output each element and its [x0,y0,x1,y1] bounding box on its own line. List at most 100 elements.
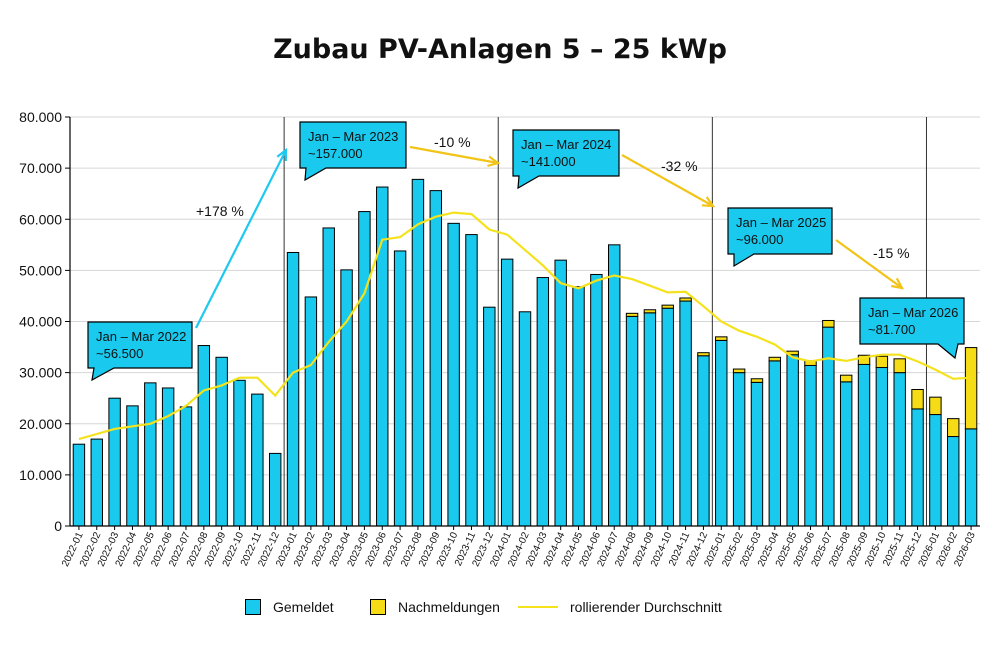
bar-gemeldet [536,277,550,527]
arrow-head [487,155,501,167]
bar-gemeldet [786,354,799,527]
y-tick-label: 20.000 [19,416,62,432]
callout-value: ~157.000 [308,146,363,161]
bar-gemeldet [447,222,460,527]
change-label: -10 % [434,134,471,150]
bar-gemeldet [393,250,407,527]
bar-gemeldet [268,452,282,527]
callout-label: Jan – Mar 2026 [868,305,958,320]
bar-nachmeldungen [839,374,853,383]
bar-gemeldet [144,382,157,527]
bar-gemeldet [197,345,211,527]
bar-gemeldet [804,364,817,527]
bar-gemeldet [340,269,353,527]
y-tick-label: 80.000 [19,109,62,125]
bar-gemeldet [358,211,371,527]
bar-nachmeldungen [732,368,746,374]
bar-gemeldet [108,397,121,527]
bar-gemeldet [643,312,657,527]
bar-nachmeldungen [947,418,960,438]
bar-gemeldet [233,379,246,527]
bar-nachmeldungen [857,354,871,365]
callout-box [87,321,193,382]
bar-gemeldet [429,190,442,527]
bars [72,178,978,527]
bar-gemeldet [911,408,924,527]
bar-gemeldet [964,428,978,527]
y-tick-label: 50.000 [19,262,62,278]
change-label: -32 % [661,158,698,174]
callout-2: Jan – Mar 2024 ~141.000 [512,129,620,190]
bar-nachmeldungen [875,355,889,369]
bar-nachmeldungen [697,352,710,357]
bar-gemeldet [608,244,621,527]
bar-gemeldet [126,405,139,527]
callout-box [299,121,407,182]
bar-nachmeldungen [715,336,728,341]
bar-gemeldet [875,367,889,527]
bar-gemeldet [857,363,871,527]
change-arrow-3: -15 % [835,239,910,290]
change-arrow-2: -32 % [621,154,716,208]
arrow-line [835,239,903,289]
legend-label-gemeldet: Gemeldet [273,599,334,615]
bar-nachmeldungen [929,396,942,416]
axes: 0 10.000 20.000 30.000 40.000 50.000 60.000 70.… [19,109,980,569]
arrow-line [195,149,287,329]
bar-nachmeldungen [822,319,835,328]
bar-gemeldet [518,311,532,527]
bar-nachmeldungen [679,297,692,302]
rolling-average [78,211,972,441]
bar-gemeldet [661,307,674,527]
bar-nachmeldungen [625,312,639,317]
legend-item-nachmeldungen[interactable]: Nachmeldungen [370,594,500,620]
callout-box [727,207,833,268]
bar-gemeldet [715,339,728,527]
bar-gemeldet [572,286,585,527]
bar-nachmeldungen [750,378,764,383]
bar-gemeldet [161,387,175,527]
y-tick-label: 70.000 [19,160,62,176]
bar-gemeldet [179,406,193,527]
bar-gemeldet [500,258,514,527]
legend-item-gemeldet[interactable]: Gemeldet [245,594,334,620]
bar-gemeldet [465,234,478,527]
bar-gemeldet [839,381,853,527]
bar-nachmeldungen [893,358,906,374]
arrow-head [276,147,288,162]
arrow-line [621,154,714,207]
bar-gemeldet [822,326,835,527]
rolling-average-line [78,211,972,441]
bar-gemeldet [679,300,692,527]
bar-gemeldet [947,436,960,527]
arrow-head [890,277,905,290]
bar-gemeldet [483,306,496,527]
callout-value: ~141.000 [521,154,576,169]
y-tick-label: 10.000 [19,467,62,483]
bar-gemeldet [768,360,782,527]
bar-nachmeldungen [661,304,674,309]
callout-label: Jan – Mar 2025 [736,215,826,230]
legend-swatch-gemeldet [245,599,261,615]
change-arrow-1: -10 % [409,134,501,167]
legend-item-rolling[interactable]: rollierender Durchschnitt [518,594,722,620]
bar-gemeldet [929,414,942,527]
change-label: -15 % [873,245,910,261]
callout-label: Jan – Mar 2022 [96,329,186,344]
y-tick-label: 30.000 [19,365,62,381]
arrow-line [409,145,499,165]
change-label: +178 % [196,203,244,219]
bar-gemeldet [625,315,639,527]
bar-gemeldet [322,227,335,527]
callout-label: Jan – Mar 2024 [521,137,611,152]
chart-area: 0 10.000 20.000 30.000 40.000 50.000 60.000 70.… [19,109,980,569]
bar-nachmeldungen [964,347,978,430]
bar-gemeldet [697,355,710,527]
bar-nachmeldungen [911,388,924,410]
bar-gemeldet [590,273,603,527]
bar-gemeldet [554,259,567,527]
bar-gemeldet [304,296,318,527]
bar-nachmeldungen [643,309,657,314]
bar-gemeldet [893,372,906,527]
callout-box [512,129,620,190]
